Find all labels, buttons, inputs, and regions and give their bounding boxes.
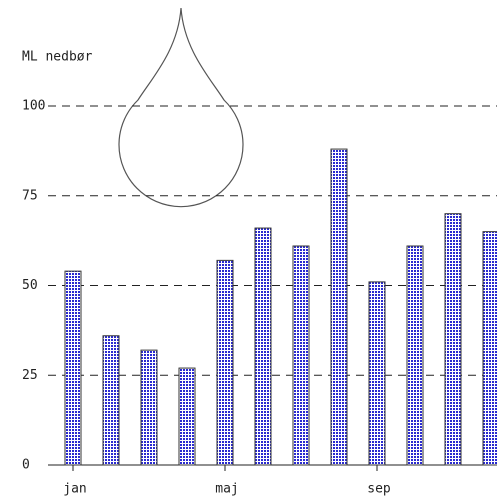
bar bbox=[330, 148, 348, 466]
bar bbox=[444, 213, 462, 466]
bar bbox=[292, 245, 310, 466]
bar bbox=[482, 231, 497, 466]
y-tick-label: 100 bbox=[22, 99, 45, 114]
bar bbox=[178, 367, 196, 466]
y-axis-label: ML nedbør bbox=[22, 50, 93, 65]
bar bbox=[368, 281, 386, 466]
bar bbox=[102, 335, 120, 466]
x-tick-label: sep bbox=[367, 482, 391, 497]
y-tick-label: 0 bbox=[22, 458, 30, 473]
bar bbox=[216, 259, 234, 466]
bar bbox=[254, 227, 272, 466]
bar bbox=[64, 270, 82, 466]
y-tick-label: 75 bbox=[22, 188, 38, 203]
y-tick-label: 50 bbox=[22, 278, 38, 293]
bar bbox=[140, 349, 158, 466]
bar bbox=[406, 245, 424, 466]
raindrop-icon bbox=[118, 7, 244, 208]
x-tick-label: jan bbox=[63, 482, 86, 497]
x-tick-label: maj bbox=[215, 482, 238, 497]
y-tick-label: 25 bbox=[22, 368, 38, 383]
